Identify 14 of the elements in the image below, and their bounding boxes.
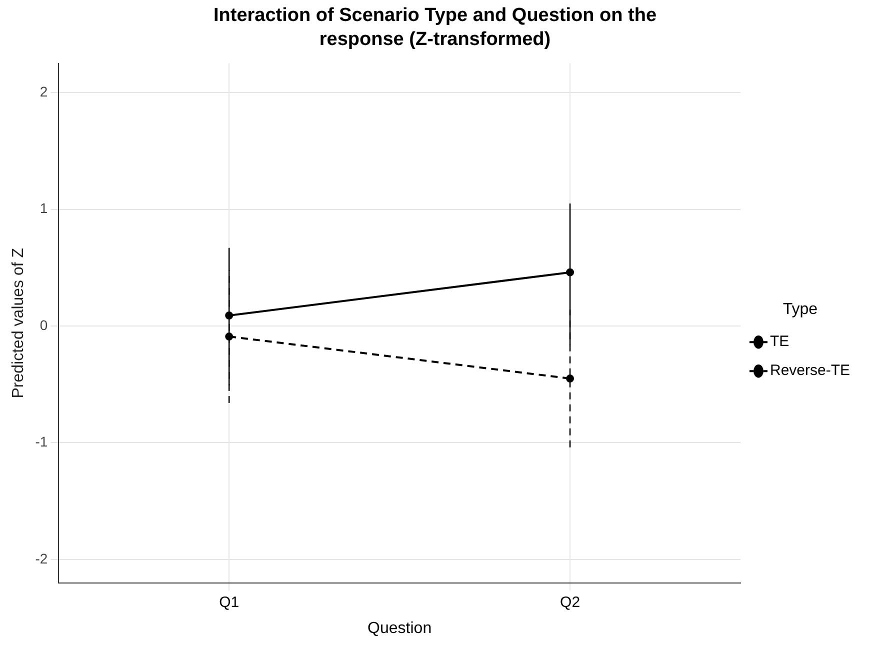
y-tick-label: -2 <box>35 550 48 566</box>
x-tick-label: Q1 <box>219 594 240 611</box>
point <box>566 374 574 383</box>
y-tick-label: 0 <box>40 316 48 333</box>
y-tick-label: 1 <box>40 200 48 216</box>
y-tick-label: 2 <box>40 83 48 100</box>
legend-title: Type <box>782 300 818 318</box>
y-tick-label: -1 <box>35 434 48 450</box>
y-axis-title: Predicted values of Z <box>10 248 28 398</box>
chart-title: Interaction of Scenario Type and Question on the response (Z-transformed) <box>212 4 658 52</box>
legend-label: TE <box>770 333 790 350</box>
x-tick-label: Q2 <box>560 594 580 611</box>
legend-label: Reverse-TE <box>770 362 850 380</box>
x-axis-title: Question <box>368 620 432 637</box>
